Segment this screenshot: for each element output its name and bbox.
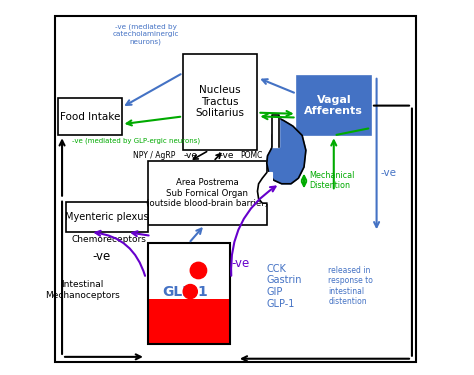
Circle shape (190, 262, 207, 279)
Text: Vagal
Afferents: Vagal Afferents (304, 95, 363, 116)
Text: -ve: -ve (232, 257, 250, 270)
FancyBboxPatch shape (183, 54, 257, 150)
FancyBboxPatch shape (297, 76, 371, 135)
Text: Mechanical
Distention: Mechanical Distention (309, 171, 354, 190)
Circle shape (183, 285, 197, 298)
FancyBboxPatch shape (148, 162, 267, 225)
Polygon shape (267, 118, 306, 184)
Text: NPY / AgRP: NPY / AgRP (133, 152, 175, 160)
Text: -ve (mediated by
catecholaminergic
neurons): -ve (mediated by catecholaminergic neuro… (112, 24, 179, 45)
FancyBboxPatch shape (148, 299, 229, 344)
Text: -ve: -ve (183, 152, 198, 160)
Text: released in
response to
intestinal
distention: released in response to intestinal diste… (328, 266, 373, 306)
Text: Myenteric plexus: Myenteric plexus (65, 212, 148, 222)
Text: POMC: POMC (241, 152, 263, 160)
Text: Food Intake: Food Intake (60, 112, 120, 122)
Polygon shape (273, 115, 280, 147)
FancyBboxPatch shape (66, 202, 148, 232)
Text: +ve: +ve (215, 152, 233, 160)
Text: -ve (mediated by GLP-ergic neurons): -ve (mediated by GLP-ergic neurons) (73, 137, 201, 144)
Text: Area Postrema
Sub Fornical Organ
(outside blood-brain barrier): Area Postrema Sub Fornical Organ (outsid… (146, 178, 268, 208)
Text: GLP-1: GLP-1 (162, 285, 208, 298)
Text: -ve: -ve (380, 168, 396, 178)
Polygon shape (257, 172, 273, 203)
Text: -ve: -ve (92, 250, 110, 263)
Text: Chemoreceptors: Chemoreceptors (71, 235, 146, 244)
FancyBboxPatch shape (58, 98, 122, 135)
Text: Intestinal
Mechanoceptors: Intestinal Mechanoceptors (45, 280, 120, 300)
Text: CCK
Gastrin
GIP
GLP-1: CCK Gastrin GIP GLP-1 (267, 264, 302, 309)
Text: Nucleus
Tractus
Solitarius: Nucleus Tractus Solitarius (196, 85, 245, 118)
